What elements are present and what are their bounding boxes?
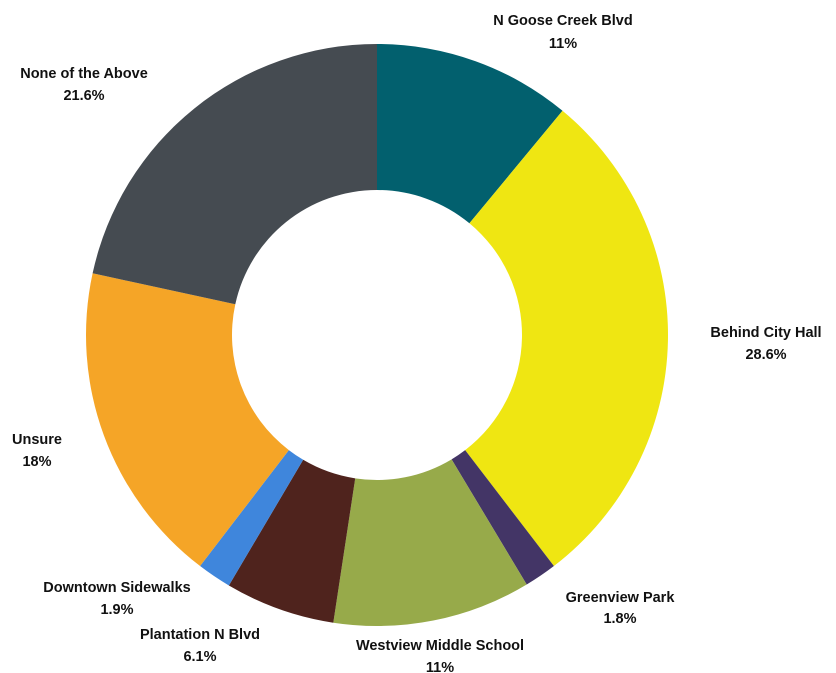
slice-none-of-the-above <box>92 44 377 305</box>
slice-label-plantation-n-blvd: Plantation N Blvd <box>140 627 260 643</box>
slice-n-goose-creek-blvd <box>377 44 563 224</box>
slice-label-downtown-sidewalks: Downtown Sidewalks <box>43 580 190 596</box>
slice-label-behind-city-hall: Behind City Hall <box>710 325 821 341</box>
slice-value-behind-city-hall: 28.6% <box>745 347 786 363</box>
slice-behind-city-hall <box>465 110 669 567</box>
slice-greenview-park <box>451 450 554 585</box>
slice-value-westview-middle-school: 11% <box>426 660 454 673</box>
slice-value-none-of-the-above: 21.6% <box>63 88 104 104</box>
slice-downtown-sidewalks <box>200 450 304 586</box>
labels-group: N Goose Creek Blvd 11% Behind City Hall 28.… <box>12 13 822 673</box>
slice-value-downtown-sidewalks: 1.9% <box>100 602 133 618</box>
slice-value-greenview-park: 1.8% <box>603 611 636 627</box>
slice-unsure <box>85 273 289 567</box>
slice-label-none-of-the-above: None of the Above <box>20 66 148 82</box>
slices-group <box>85 44 669 626</box>
slice-westview-middle-school <box>333 459 527 626</box>
slice-value-plantation-n-blvd: 6.1% <box>183 649 216 665</box>
slice-label-n-goose-creek-blvd: N Goose Creek Blvd <box>493 13 632 29</box>
slice-value-unsure: 18% <box>22 454 51 470</box>
slice-label-unsure: Unsure <box>12 432 62 448</box>
slice-label-greenview-park: Greenview Park <box>566 590 676 606</box>
slice-label-westview-middle-school: Westview Middle School <box>356 638 524 654</box>
slice-plantation-n-blvd <box>228 459 356 623</box>
slice-value-n-goose-creek-blvd: 11% <box>549 36 577 52</box>
